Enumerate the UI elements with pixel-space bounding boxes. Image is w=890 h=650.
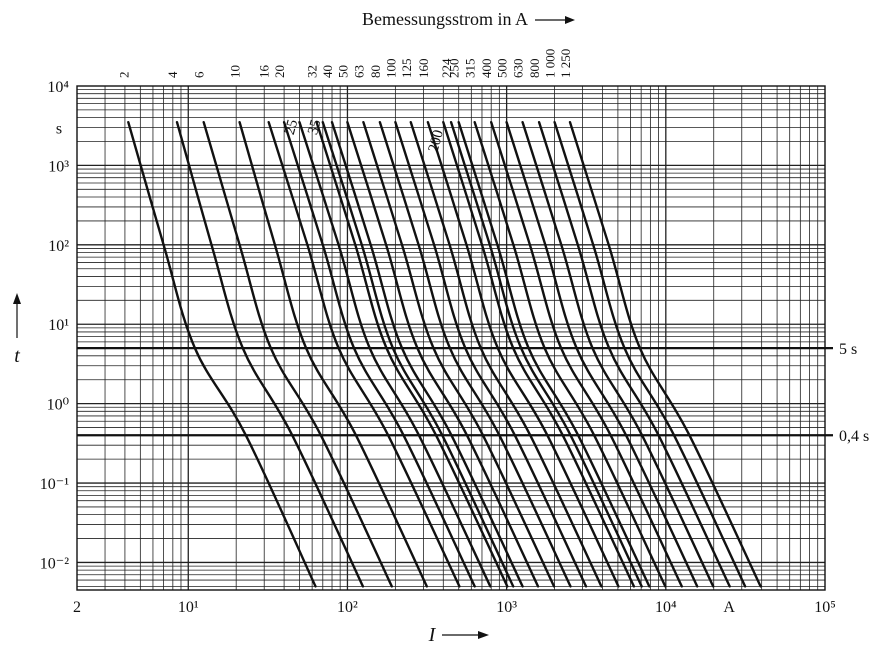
y-axis-label: t — [14, 345, 20, 367]
curve-6 — [202, 121, 393, 588]
rated-current-label: 160 — [416, 59, 431, 79]
reference-lines: 5 s 0,4 s — [77, 341, 869, 445]
x-tick-label: 2 — [73, 599, 81, 616]
x-tick-labels: 2 10¹ 10² 10³ 10⁴ 10⁵ — [73, 599, 836, 616]
rated-current-label: 630 — [511, 59, 526, 79]
y-axis-arrow-head — [13, 293, 21, 304]
plot-frame — [76, 85, 826, 591]
y-tick-label: 10⁰ — [47, 397, 69, 414]
curve-hint-labels: 25 35 200 — [282, 118, 447, 154]
rated-current-label: 16 — [257, 65, 272, 79]
x-axis-label: I — [428, 624, 437, 646]
x-tick-label: 10² — [337, 599, 358, 616]
y-tick-label: 10⁻² — [40, 555, 69, 572]
y-tick-label: 10⁴ — [47, 79, 69, 96]
rated-current-label: 500 — [495, 59, 510, 79]
grid — [76, 86, 825, 590]
curve-20 — [282, 121, 476, 588]
curve-10 — [238, 121, 428, 588]
x-tick-label: 10⁴ — [655, 599, 677, 616]
rated-current-label: 1 000 — [543, 49, 558, 78]
x-tick-label: 10¹ — [178, 599, 199, 616]
x-axis-arrow-head — [478, 631, 489, 639]
x-tick-label: 10³ — [496, 599, 517, 616]
curve-2 — [127, 121, 317, 588]
y-tick-label: 10⁻¹ — [40, 476, 69, 493]
y-unit-label: s — [56, 121, 62, 138]
y-tick-labels: 10⁴ 10³ 10² 10¹ 10⁰ 10⁻¹ 10⁻² — [40, 79, 70, 572]
x-tick-label: 10⁵ — [814, 599, 836, 616]
curve-16 — [267, 121, 461, 588]
reference-line-label: 5 s — [839, 341, 857, 358]
rated-current-label: 2 — [116, 72, 131, 79]
y-tick-label: 10² — [48, 238, 69, 255]
rated-current-label: 4 — [165, 71, 180, 78]
curve-hint-label: 200 — [426, 128, 447, 154]
y-tick-label: 10³ — [48, 158, 69, 175]
x-unit-label: A — [723, 599, 735, 616]
rated-current-label: 224 — [439, 58, 454, 78]
rated-current-label: 6 — [192, 71, 207, 78]
rated-current-label: 80 — [368, 65, 383, 78]
y-tick-label: 10¹ — [48, 317, 69, 334]
rated-current-label: 63 — [351, 65, 366, 78]
rated-current-label: 50 — [335, 65, 350, 78]
rated-current-label: 10 — [228, 65, 243, 78]
rated-current-label: 100 — [383, 59, 398, 79]
top-axis-title-arrow-head — [565, 16, 575, 24]
rated-current-label: 800 — [527, 59, 542, 79]
rated-current-label: 315 — [463, 59, 478, 79]
curve-hint-label: 35 — [305, 118, 324, 137]
top-axis-title: Bemessungsstrom in A — [362, 9, 528, 29]
rated-current-label: 40 — [320, 65, 335, 78]
curve-800 — [537, 121, 731, 588]
curve-4 — [175, 121, 365, 588]
rated-current-label: 250 — [447, 59, 462, 79]
curve-hint-label: 25 — [282, 118, 301, 137]
rated-current-label: 20 — [272, 65, 287, 78]
rated-current-label: 1 250 — [558, 49, 573, 78]
rated-current-label: 32 — [305, 65, 320, 78]
rated-current-label: 125 — [399, 59, 414, 79]
reference-line-label: 0,4 s — [839, 428, 869, 445]
rated-current-label: 400 — [479, 59, 494, 79]
